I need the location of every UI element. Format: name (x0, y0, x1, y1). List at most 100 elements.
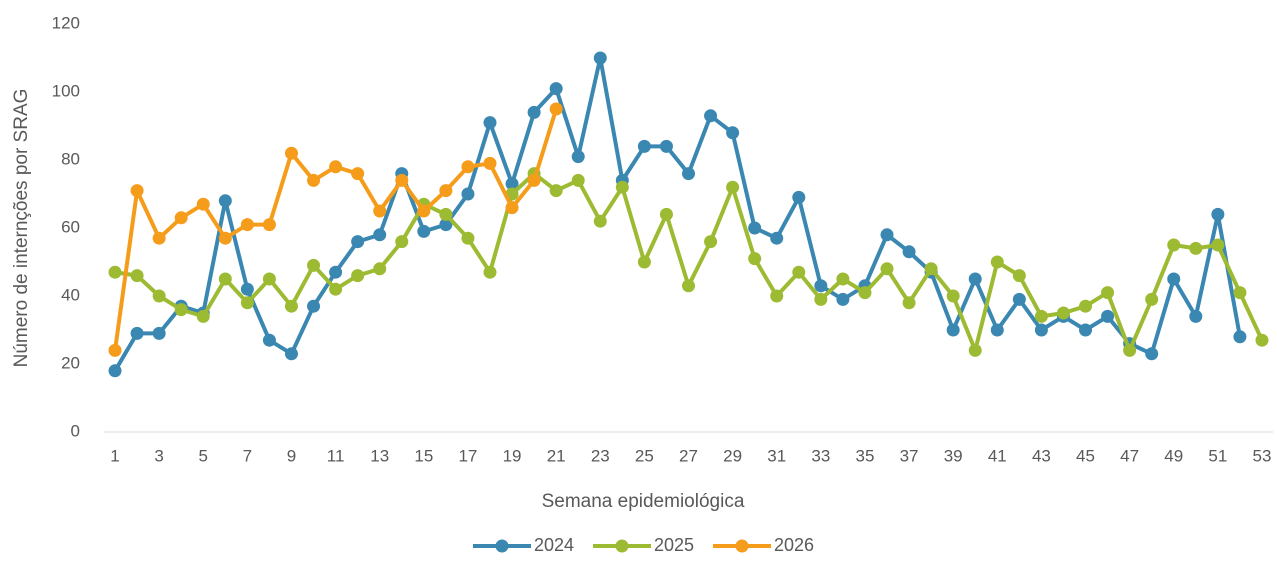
point (726, 180, 740, 194)
point (637, 139, 651, 153)
point (1123, 343, 1137, 357)
y-tick-label: 120 (52, 13, 80, 32)
point (1145, 292, 1159, 306)
legend-label: 2025 (654, 535, 694, 555)
x-tick-label: 51 (1208, 446, 1227, 465)
x-tick-label: 25 (635, 446, 654, 465)
y-tick-label: 60 (61, 217, 80, 236)
point (284, 146, 298, 160)
point (262, 272, 276, 286)
x-tick-label: 23 (591, 446, 610, 465)
point (218, 272, 232, 286)
point (704, 109, 718, 123)
point (174, 303, 188, 317)
point (240, 282, 254, 296)
point (615, 180, 629, 194)
point (1167, 272, 1181, 286)
point (307, 258, 321, 272)
point (1189, 241, 1203, 255)
point (395, 173, 409, 187)
point (549, 82, 563, 96)
x-tick-label: 9 (287, 446, 296, 465)
point (1101, 286, 1115, 300)
point (549, 102, 563, 116)
point (1079, 299, 1093, 313)
point (1145, 347, 1159, 361)
y-tick-label: 40 (61, 285, 80, 304)
point (1211, 238, 1225, 252)
point (196, 197, 210, 211)
point (152, 326, 166, 340)
point (946, 289, 960, 303)
x-tick-label: 43 (1032, 446, 1051, 465)
point (1012, 269, 1026, 283)
point (373, 262, 387, 276)
point (1211, 207, 1225, 221)
x-tick-label: 17 (458, 446, 477, 465)
series-line (114, 171, 1264, 353)
point (814, 279, 828, 293)
point (1189, 309, 1203, 323)
point (726, 126, 740, 140)
point (1255, 333, 1269, 347)
point (1233, 330, 1247, 344)
point (659, 207, 673, 221)
point (1034, 323, 1048, 337)
point (571, 173, 585, 187)
x-tick-label: 11 (327, 446, 345, 465)
legend-label: 2026 (774, 535, 814, 555)
point (373, 228, 387, 242)
point (858, 286, 872, 300)
legend-marker (495, 539, 509, 553)
point (329, 265, 343, 279)
point (814, 292, 828, 306)
series-line (113, 56, 1242, 372)
point (262, 333, 276, 347)
point (130, 184, 144, 198)
point (240, 296, 254, 310)
point (593, 214, 607, 228)
point (1167, 238, 1181, 252)
point (593, 51, 607, 65)
point (461, 160, 475, 174)
y-tick-label: 20 (61, 353, 80, 372)
point (483, 265, 497, 279)
point (704, 235, 718, 249)
point (461, 231, 475, 245)
point (571, 150, 585, 164)
point (990, 323, 1004, 337)
point (505, 177, 519, 191)
point (527, 105, 541, 119)
point (329, 160, 343, 174)
point (505, 201, 519, 215)
point (108, 343, 122, 357)
point (902, 296, 916, 310)
point (439, 218, 453, 232)
point (130, 269, 144, 283)
point (770, 289, 784, 303)
point (659, 139, 673, 153)
y-tick-label: 100 (52, 81, 80, 100)
point (108, 265, 122, 279)
x-tick-label: 35 (855, 446, 874, 465)
x-tick-label: 7 (243, 446, 252, 465)
point (836, 272, 850, 286)
legend-label: 2024 (534, 535, 574, 555)
x-tick-label: 3 (154, 446, 163, 465)
x-tick-label: 1 (110, 446, 119, 465)
x-tick-label: 37 (900, 446, 919, 465)
point (351, 269, 365, 283)
legend-marker (615, 539, 629, 553)
point (130, 326, 144, 340)
point (637, 255, 651, 269)
point (880, 228, 894, 242)
x-tick-label: 21 (547, 446, 566, 465)
x-tick-label: 39 (944, 446, 963, 465)
x-tick-label: 45 (1076, 446, 1095, 465)
point (770, 231, 784, 245)
point (1101, 309, 1115, 323)
point (351, 235, 365, 249)
point (307, 299, 321, 313)
point (968, 272, 982, 286)
